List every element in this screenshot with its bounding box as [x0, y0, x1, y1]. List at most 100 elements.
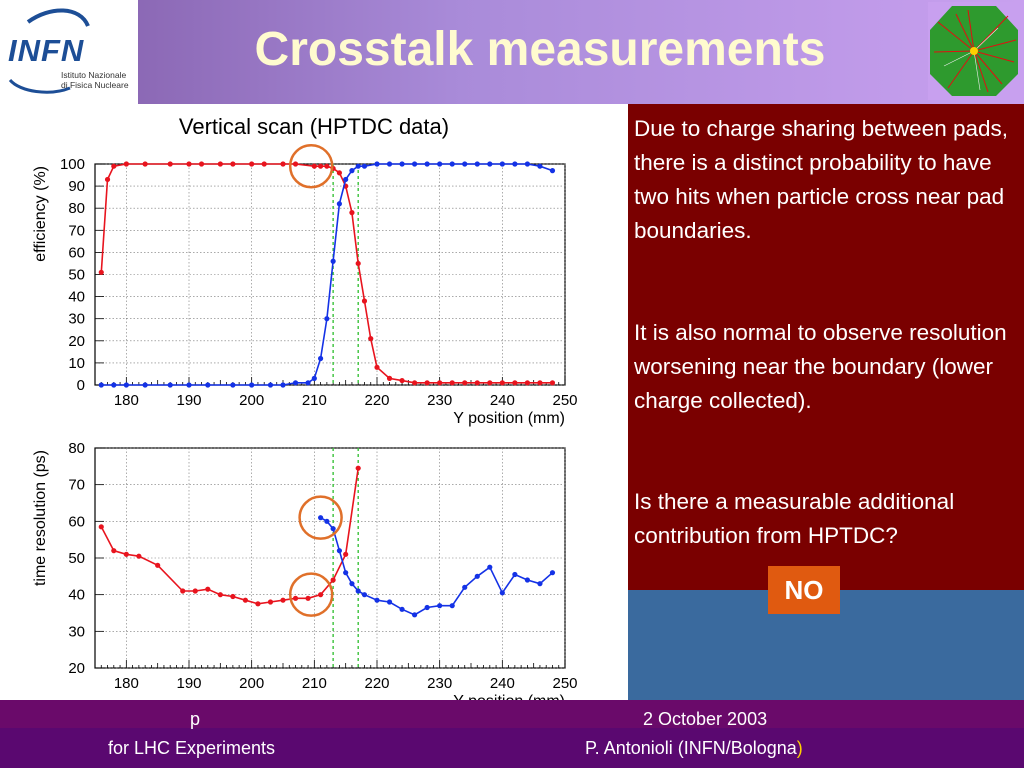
eff-y-tick-label: 30 — [68, 311, 85, 328]
res-series-0-point — [242, 597, 248, 603]
paragraph-charge-sharing: Due to charge sharing between pads, ther… — [634, 116, 1008, 243]
eff-series-1-point — [499, 161, 505, 167]
eff-y-tick-label: 90 — [68, 178, 85, 195]
res-series-1-point — [499, 590, 505, 596]
eff-x-tick-label: 230 — [427, 392, 452, 409]
eff-series-0-point — [98, 269, 104, 275]
eff-y-tick-label: 60 — [68, 244, 85, 261]
eff-y-tick-label: 40 — [68, 289, 85, 306]
eff-y-tick-label: 70 — [68, 222, 85, 239]
res-y-tick-label: 70 — [68, 477, 85, 494]
res-series-1-point — [336, 548, 342, 554]
res-series-1-point — [462, 584, 468, 590]
eff-series-1-point — [205, 382, 211, 388]
res-series-0-point — [343, 551, 349, 557]
res-series-0-point — [98, 524, 104, 530]
res-series-1-point — [324, 518, 330, 524]
eff-series-0-point — [261, 161, 267, 167]
res-series-0-point — [292, 595, 299, 601]
res-x-tick-label: 190 — [176, 675, 201, 692]
eff-series-1-point — [280, 382, 286, 388]
res-series-0-point — [123, 551, 129, 557]
res-series-1-point — [330, 526, 336, 532]
eff-series-1-point — [424, 161, 430, 167]
eff-series-1-point — [249, 382, 255, 388]
eff-series-1-point — [343, 176, 349, 183]
footer-left-fragment: p — [190, 709, 201, 729]
eff-series-0-point — [249, 161, 255, 167]
res-series-1-point — [386, 599, 393, 605]
eff-y-tick-label: 0 — [77, 377, 85, 394]
eff-series-0-point — [549, 380, 556, 386]
infn-logo: INFN Istituto Nazionale di Fisica Nuclea… — [0, 0, 138, 104]
res-series-1-point — [374, 597, 380, 603]
event-display-thumbnail — [928, 2, 1020, 100]
eff-series-0-point — [142, 161, 148, 167]
plot-panel: 180 190 200 210 220 230 240 250 0 10 20 30 40 50 60 70 8… — [2, 104, 626, 728]
eff-series-0-point — [374, 364, 380, 370]
res-series-1-point — [318, 515, 324, 521]
res-series-0-point — [230, 593, 236, 600]
eff-series-1-point — [412, 161, 418, 167]
eff-series-1-point — [399, 161, 405, 167]
title-bar: INFN Istituto Nazionale di Fisica Nuclea… — [0, 0, 1024, 104]
res-y-tick-label: 20 — [68, 660, 85, 677]
res-series-0-point — [205, 586, 211, 592]
eff-series-0-point — [474, 380, 480, 386]
eff-x-tick-label: 250 — [552, 392, 577, 409]
res-series-1-point — [361, 592, 368, 598]
res-series-0-point — [180, 588, 186, 594]
res-series-1-point — [424, 604, 430, 611]
eff-series-1-point — [512, 161, 518, 167]
slide-title: Crosstalk measurements — [254, 23, 826, 76]
eff-series-0-point — [311, 163, 317, 169]
eff-series-1-point — [487, 161, 493, 167]
eff-series-1-point — [437, 161, 443, 167]
res-x-tick-label: 180 — [114, 675, 139, 692]
res-x-tick-label: 220 — [364, 675, 389, 692]
res-y-tick-label: 50 — [68, 550, 85, 567]
eff-x-tick-label: 240 — [490, 392, 515, 409]
eff-series-1-point — [462, 161, 468, 167]
res-series-0-point — [267, 599, 274, 605]
eff-series-1-point — [230, 382, 236, 388]
eff-series-0-point — [537, 380, 543, 386]
eff-series-0-point — [399, 377, 405, 384]
eff-y-tick-label: 50 — [68, 267, 85, 284]
eff-series-1-point — [292, 380, 299, 386]
footer-left-text: for LHC Experiments — [108, 738, 276, 758]
plots-svg: 180 190 200 210 220 230 240 250 0 10 20 30 40 50 60 70 8… — [32, 114, 578, 710]
eff-series-1-point — [449, 161, 455, 167]
eff-series-0-point — [368, 335, 374, 342]
eff-series-0-point — [217, 161, 223, 167]
eff-series-1-point — [361, 163, 368, 169]
eff-series-0-point — [123, 161, 129, 167]
res-x-tick-label: 240 — [490, 675, 515, 692]
eff-series-1-point — [167, 382, 173, 388]
eff-y-tick-label: 10 — [68, 355, 85, 372]
res-series-0-point — [330, 577, 336, 583]
res-y-axis-label: time resolution (ps) — [32, 450, 49, 586]
eff-series-1-point — [349, 168, 355, 174]
res-series-1-point — [399, 606, 405, 612]
eff-series-0-point — [230, 161, 236, 167]
eff-series-0-point — [167, 161, 173, 167]
res-series-1-point — [449, 603, 455, 609]
eff-series-0-point — [318, 163, 324, 169]
eff-chart-title: Vertical scan (HPTDC data) — [179, 114, 449, 139]
eff-series-0-point — [336, 170, 342, 176]
res-y-tick-label: 30 — [68, 623, 85, 640]
highlight-circle — [288, 572, 334, 617]
res-series-0-point — [318, 592, 324, 598]
eff-series-0-point — [361, 298, 368, 304]
eff-y-tick-label: 100 — [60, 156, 85, 173]
eff-series-1-point — [123, 382, 129, 388]
eff-x-tick-label: 220 — [364, 392, 389, 409]
res-series-1-point — [437, 603, 443, 609]
eff-series-0-point — [324, 163, 330, 169]
res-series-1-point — [487, 564, 493, 570]
eff-series-0-point — [186, 161, 192, 167]
eff-x-tick-label: 190 — [176, 392, 201, 409]
eff-series-1-point — [524, 161, 531, 167]
eff-y-tick-label: 80 — [68, 200, 85, 217]
